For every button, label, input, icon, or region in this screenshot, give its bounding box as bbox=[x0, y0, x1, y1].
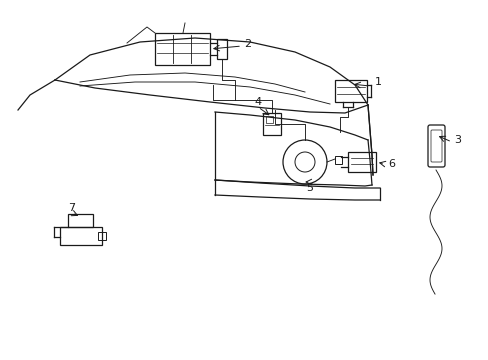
Text: 3: 3 bbox=[453, 135, 461, 145]
Text: 5: 5 bbox=[306, 183, 313, 193]
Bar bbox=[98, 232, 106, 240]
Bar bbox=[265, 116, 272, 123]
Text: 2: 2 bbox=[244, 39, 251, 49]
Bar bbox=[263, 113, 281, 135]
Bar bbox=[60, 227, 102, 245]
Bar bbox=[347, 152, 375, 172]
Bar bbox=[334, 80, 366, 102]
Text: 4: 4 bbox=[254, 97, 261, 107]
Bar bbox=[68, 214, 93, 227]
Text: 7: 7 bbox=[68, 203, 76, 213]
Text: 1: 1 bbox=[374, 77, 381, 87]
Text: 6: 6 bbox=[387, 159, 395, 169]
Bar bbox=[155, 33, 209, 65]
Bar bbox=[334, 156, 341, 164]
Bar bbox=[217, 39, 226, 59]
